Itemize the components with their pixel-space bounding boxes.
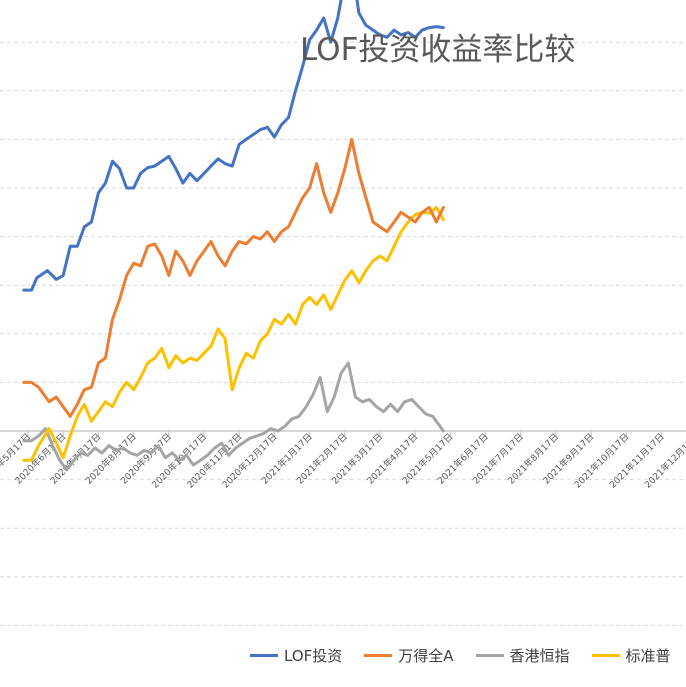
legend-label-hang-seng: 香港恒指: [509, 647, 570, 665]
legend-label-lof: LOF投资: [284, 647, 343, 665]
series-lines: [22, 0, 445, 472]
x-axis-tick-labels: 2020年5月17日2020年6月17日2020年7月17日2020年8月17日…: [0, 431, 686, 491]
legend-item-lof: LOF投资: [250, 645, 342, 666]
series-line-0: [22, 0, 445, 292]
chart-title: LOF投资收益率比较: [300, 32, 576, 68]
legend-swatch-wind-all-a: [364, 654, 393, 657]
series-line-3: [22, 205, 445, 462]
legend-swatch-sp: [591, 654, 620, 657]
legend-label-wind-all-a: 万得全A: [398, 647, 454, 665]
legend-swatch-lof: [250, 654, 278, 657]
legend-label-sp: 标准普: [625, 647, 671, 665]
gridlines: [0, 41, 686, 626]
legend-swatch-hang-seng: [475, 654, 504, 657]
legend-item-wind-all-a: 万得全A: [364, 645, 454, 666]
series-line-1: [22, 137, 445, 418]
series-line-2: [22, 361, 445, 472]
legend: LOF投资 万得全A 香港恒指 标准普: [250, 645, 686, 666]
legend-item-hang-seng: 香港恒指: [475, 645, 570, 666]
legend-item-sp: 标准普: [591, 645, 671, 666]
